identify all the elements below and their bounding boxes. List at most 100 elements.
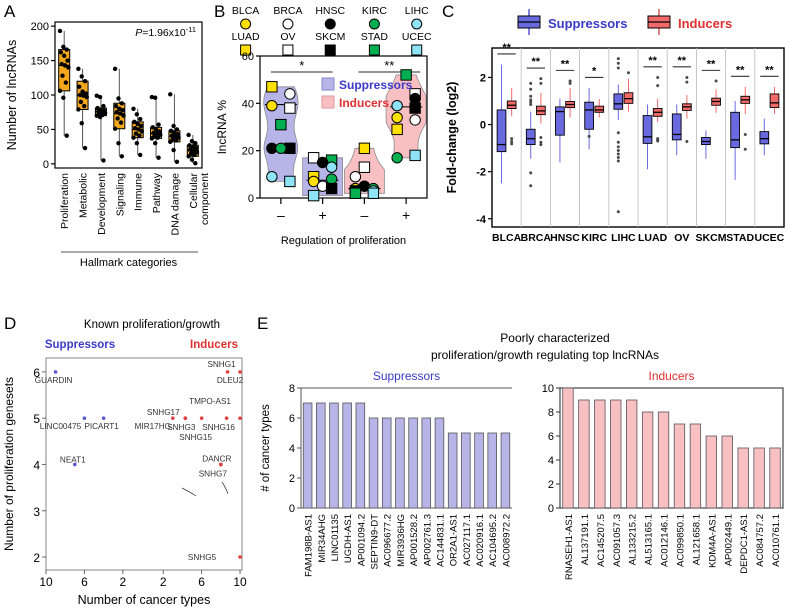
- outlier-point: [529, 87, 533, 91]
- outlier-point: [529, 100, 533, 104]
- data-point: [113, 103, 119, 109]
- data-point: [95, 105, 100, 111]
- box: [525, 128, 536, 146]
- y-tick-label: 20: [242, 146, 254, 158]
- bar-suppressor: [447, 432, 458, 509]
- box: [759, 131, 770, 145]
- panel-c-box-group: [652, 75, 663, 143]
- data-point: [138, 123, 144, 129]
- y-tick-label: 4: [33, 458, 40, 472]
- data-point: [57, 28, 63, 34]
- y-tick-label: 2: [289, 473, 295, 485]
- data-point: [171, 147, 176, 153]
- data-point: [97, 94, 103, 100]
- cancer-legend-label: LIHC: [405, 5, 429, 17]
- panel-c-ylabel: Fold-change (log2): [445, 82, 459, 194]
- data-point-BRCA: [409, 114, 421, 126]
- x-tick-label: OV: [674, 232, 689, 244]
- data-point: [189, 157, 195, 162]
- data-point-OV: [307, 152, 320, 164]
- data-point: [79, 74, 84, 79]
- data-point-UCEC: [284, 175, 296, 188]
- data-point-STAD: [275, 118, 287, 131]
- bar-label-inducer: AC091057.3: [612, 514, 623, 567]
- panel-a-box-group: [131, 106, 145, 158]
- data-point: [186, 132, 191, 138]
- outlier-point: [685, 140, 689, 144]
- panel-d-ylabel: Number of proliferation genesets: [2, 377, 16, 551]
- box: [555, 106, 565, 136]
- data-point: [136, 127, 141, 132]
- panel-a-box-group: [186, 132, 200, 166]
- data-point: [168, 92, 173, 97]
- y-tick-label: 200: [31, 21, 49, 33]
- bar-label-suppressor: LINC01135: [330, 514, 341, 561]
- data-point: [63, 80, 69, 85]
- scatter-point-label: SNHG3: [167, 423, 196, 432]
- data-point: [82, 79, 88, 84]
- scatter-point-label: SNHG15: [179, 433, 212, 442]
- data-point-LUAD: [358, 142, 371, 155]
- data-point-STAD: [400, 69, 412, 81]
- y-tick-label: 150: [31, 56, 49, 68]
- outlier-point: [529, 94, 533, 98]
- outlier-point: [510, 137, 514, 141]
- data-point-LIHC: [325, 161, 338, 173]
- sig-mark: **: [532, 56, 541, 68]
- scatter-point: [171, 416, 175, 420]
- panel-c-box-group: [711, 79, 721, 113]
- y-tick-label: 0: [480, 120, 486, 132]
- outlier-point: [539, 140, 543, 144]
- data-point: [115, 116, 120, 121]
- y-tick-label: 50: [37, 124, 49, 136]
- outlier-point: [539, 81, 543, 85]
- scatter-point-label: SNHG16: [202, 423, 235, 432]
- sig-mark: **: [678, 55, 687, 67]
- data-point: [169, 133, 175, 138]
- data-point: [117, 111, 123, 116]
- panel-c-box-group: [594, 99, 605, 118]
- box: [671, 113, 682, 141]
- data-point-HNSC: [409, 92, 421, 105]
- y-tick-label: 2: [548, 479, 554, 491]
- outlier-point: [685, 75, 689, 79]
- bar-inducer: [689, 423, 702, 509]
- data-point: [149, 94, 155, 100]
- data-point: [174, 127, 180, 132]
- data-point: [57, 88, 63, 94]
- y-tick-label: 10: [542, 383, 554, 395]
- outlier-point: [616, 210, 620, 214]
- box: [496, 109, 507, 153]
- box: [594, 105, 605, 113]
- data-point: [94, 93, 99, 98]
- cancer-legend-label: KIRC: [362, 5, 388, 17]
- bar-suppressor: [342, 402, 352, 509]
- scatter-point: [199, 416, 204, 420]
- outlier-point: [714, 79, 718, 83]
- data-point: [174, 159, 180, 165]
- data-point: [138, 116, 143, 122]
- bar-suppressor: [434, 417, 445, 509]
- y-tick-label: 0: [548, 503, 554, 515]
- data-point: [149, 136, 155, 141]
- y-tick-label: 0: [289, 503, 295, 515]
- sig-mark: *: [592, 65, 597, 77]
- bar-label-inducer: AL513165.1: [644, 514, 655, 565]
- outlier-point: [510, 140, 514, 144]
- y-tick-label: 2: [480, 72, 486, 84]
- data-point: [59, 61, 64, 67]
- cancer-legend-label: UCEC: [402, 31, 432, 43]
- data-point-SKCM: [409, 102, 421, 114]
- data-point: [94, 113, 99, 118]
- box: [58, 49, 71, 92]
- outlier-point: [616, 57, 620, 61]
- outlier-point: [529, 98, 533, 102]
- data-point: [135, 121, 140, 127]
- x-tick-label: BRCA: [521, 232, 552, 244]
- data-point-HNSC: [316, 156, 329, 169]
- panel-c-box-group: [701, 130, 711, 159]
- cancer-legend-symbol: [240, 18, 252, 30]
- data-point: [173, 138, 179, 143]
- panel-c-box-group: [536, 77, 546, 147]
- panel-c-box-group: [525, 81, 536, 188]
